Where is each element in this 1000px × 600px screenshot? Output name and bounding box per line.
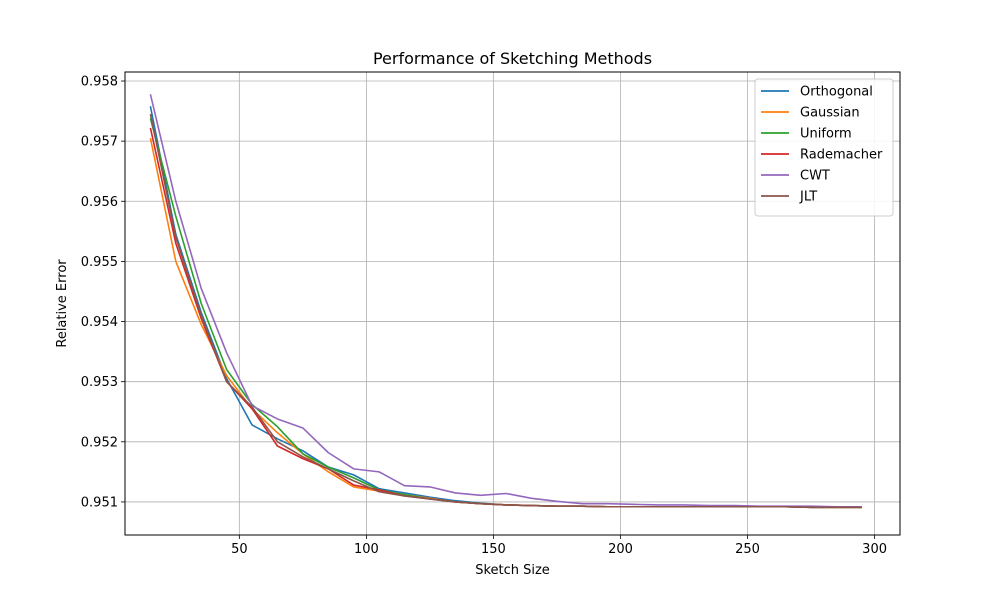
- x-tick-label: 100: [354, 542, 379, 557]
- x-tick-label: 250: [735, 542, 760, 557]
- x-axis-label: Sketch Size: [475, 563, 550, 578]
- legend-box: [754, 78, 894, 217]
- y-tick-label: 0.954: [81, 315, 118, 330]
- legend-label: Uniform: [800, 127, 852, 142]
- y-tick-label: 0.958: [81, 75, 118, 90]
- y-tick-label: 0.952: [81, 435, 118, 450]
- x-tick-label: 50: [231, 542, 248, 557]
- plot-frame: [124, 71, 901, 536]
- y-tick-label: 0.956: [81, 195, 118, 210]
- series-lines: [149, 94, 862, 509]
- y-tick-label: 0.955: [81, 255, 118, 270]
- series-line-jlt: [149, 113, 862, 509]
- y-tick-label: 0.957: [81, 135, 118, 150]
- x-tick-label: 300: [862, 542, 887, 557]
- legend-label: JLT: [799, 190, 817, 205]
- legend-label: Rademacher: [800, 148, 883, 163]
- chart-title: Performance of Sketching Methods: [373, 49, 652, 68]
- axis-ticks: 50 100 150 200 250 300 0.951 0.952 0.953 0.954 0.9…: [81, 75, 887, 557]
- series-line-cwt: [149, 94, 862, 508]
- x-tick-label: 150: [481, 542, 506, 557]
- y-axis-label: Relative Error: [55, 259, 70, 348]
- legend: Orthogonal Gaussian Uniform Rademacher CWT JL…: [754, 78, 894, 217]
- legend-label: Gaussian: [800, 106, 860, 121]
- y-tick-label: 0.953: [81, 375, 118, 390]
- grid: [125, 72, 900, 535]
- legend-label: Orthogonal: [800, 85, 873, 100]
- x-tick-label: 200: [608, 542, 633, 557]
- y-tick-label: 0.951: [81, 495, 118, 510]
- legend-label: CWT: [800, 169, 830, 184]
